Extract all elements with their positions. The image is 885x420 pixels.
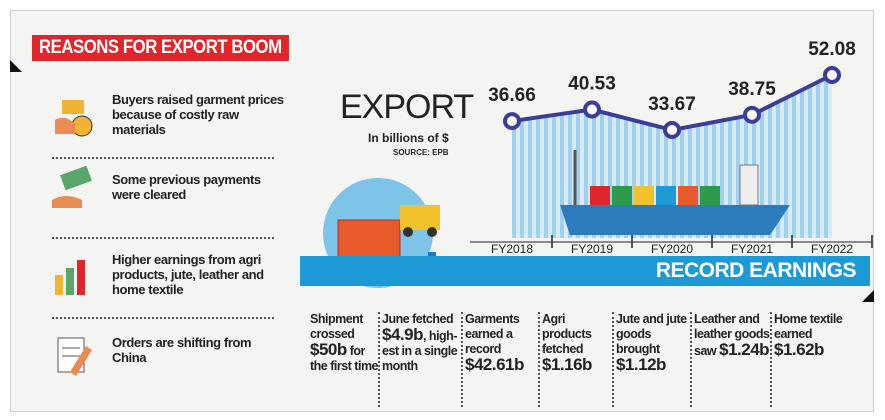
separator <box>690 312 692 407</box>
separator <box>770 312 772 407</box>
separator <box>52 317 274 319</box>
fact: Agri products fetched $1.16b <box>542 312 612 374</box>
corner <box>862 290 874 302</box>
corner <box>10 60 22 72</box>
point <box>823 66 841 84</box>
fact-text: Jute and jute goods brought <box>616 312 687 356</box>
separator <box>52 157 274 159</box>
reason-text: Orders are shifting from China <box>112 335 252 365</box>
x-tick-label: FY2021 <box>731 242 773 256</box>
fact: Home textile earned $1.62b <box>774 312 844 359</box>
point <box>743 105 761 124</box>
fact-amount: $50b <box>310 340 347 359</box>
separator <box>52 237 274 239</box>
chart-subtitle: In billions of $ <box>368 131 449 145</box>
fact-amount: $42.61b <box>465 355 524 374</box>
fact: Garments earned a record $42.61b <box>465 312 537 374</box>
separator <box>612 312 614 407</box>
fact-amount: $1.24b <box>719 340 770 359</box>
fact-text: June fetched <box>382 312 454 326</box>
fact-text: for the first time <box>310 344 379 373</box>
value-label: 40.53 <box>568 74 616 95</box>
fact-text: Shipment crossed <box>310 312 363 341</box>
chart-source: SOURCE: EPB <box>393 148 449 157</box>
reason-text: Some previous payments were cleared <box>112 172 261 202</box>
chart-title: EXPORT <box>340 88 474 126</box>
ship <box>560 150 790 235</box>
fact-amount: $1.16b <box>542 355 592 374</box>
x-tick-label: FY2020 <box>651 242 693 256</box>
icon-orders <box>57 337 92 376</box>
x-tick-label: FY2019 <box>571 242 613 256</box>
fact-text: Leather and leather goods saw <box>694 312 770 358</box>
fact: June fetched $4.9b, high-est in a single… <box>382 312 460 374</box>
fact: Leather and leather goods saw $1.24b <box>694 312 770 359</box>
value-label: 52.08 <box>808 39 856 60</box>
fact-text: , high-est in a single month <box>382 329 458 373</box>
fact-text: Garments earned a record <box>465 312 520 356</box>
icon-growth <box>55 260 85 295</box>
point <box>663 121 681 139</box>
reason-text: Buyers raised garment prices because of … <box>112 92 284 137</box>
fact-amount: $1.62b <box>774 340 824 359</box>
separator <box>461 312 463 407</box>
fact-text: Home textile earned <box>774 312 843 341</box>
reason-text: Higher earnings from agri products, jute… <box>112 252 264 297</box>
fact: Jute and jute goods brought $1.12b <box>616 312 690 374</box>
fact-amount: $4.9b <box>382 325 423 344</box>
value-label: 33.67 <box>648 94 696 115</box>
value-label: 36.66 <box>488 85 536 106</box>
point <box>503 112 521 131</box>
value-label: 38.75 <box>728 79 776 100</box>
x-tick-label: FY2022 <box>811 242 853 256</box>
x-tick-label: FY2018 <box>491 242 533 256</box>
banner-text: RECORD EARNINGS <box>655 259 857 282</box>
separator <box>538 312 540 407</box>
separator <box>378 312 380 407</box>
fact-text: Agri products fetched <box>542 312 592 356</box>
section-title: REASONS FOR EXPORT BOOM <box>32 35 289 61</box>
point <box>583 100 601 119</box>
fact: Shipment crossed $50b for the first time <box>310 312 379 374</box>
fact-amount: $1.12b <box>616 355 666 374</box>
icon-payment <box>52 165 92 208</box>
banner: RECORD EARNINGS <box>300 256 870 286</box>
icon-money <box>55 100 93 137</box>
